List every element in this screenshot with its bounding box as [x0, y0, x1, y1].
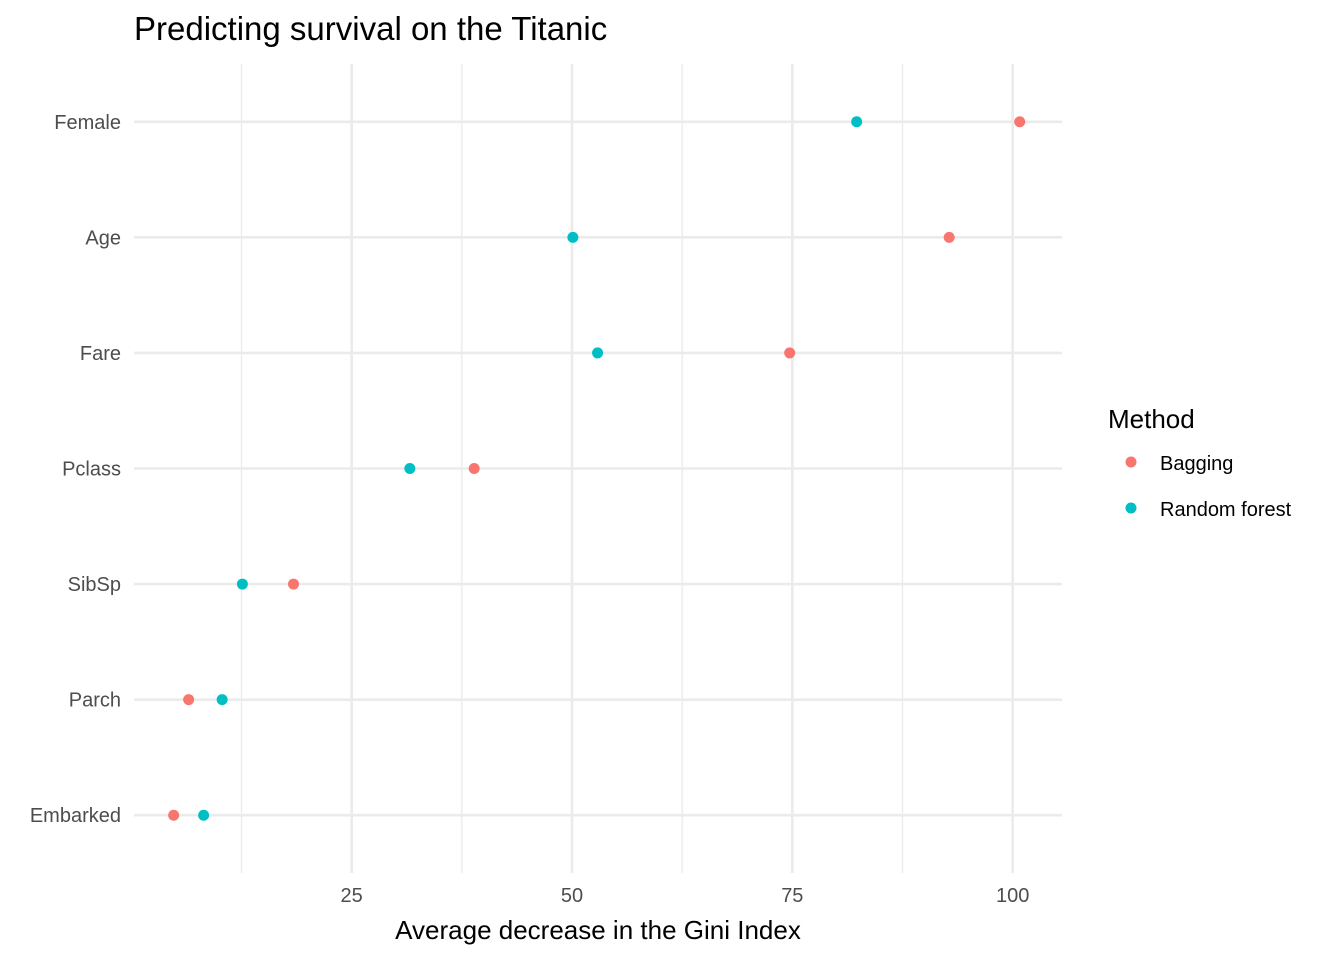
x-tick-label: 75: [781, 885, 803, 907]
legend-key-random-forest: [1125, 502, 1137, 514]
point-bagging: [784, 347, 796, 359]
y-axis-ticks: Female Age Fare Pclass SibSp Parch Embarked: [30, 112, 121, 827]
x-tick-label: 50: [561, 885, 583, 907]
y-tick-label: Age: [85, 227, 121, 249]
y-tick-label: SibSp: [68, 574, 121, 596]
x-tick-label: 25: [341, 885, 363, 907]
point-random-forest: [198, 809, 210, 821]
y-tick-label: Parch: [69, 690, 121, 712]
point-random-forest: [592, 347, 604, 359]
x-axis-title: Average decrease in the Gini Index: [395, 915, 801, 945]
legend-label-random-forest: Random forest: [1160, 499, 1292, 521]
x-axis-ticks: 25 50 75 100: [341, 885, 1030, 907]
grid: [134, 64, 1062, 873]
point-bagging: [468, 463, 480, 474]
point-bagging: [183, 694, 195, 706]
y-tick-label: Embarked: [30, 805, 121, 827]
legend-key-bagging: [1125, 456, 1137, 468]
point-random-forest: [216, 694, 228, 706]
y-tick-label: Female: [54, 112, 121, 134]
y-tick-label: Fare: [80, 343, 121, 365]
legend: Method Bagging Random forest: [1108, 404, 1292, 521]
x-tick-label: 100: [996, 885, 1029, 907]
data-points: [168, 116, 1026, 821]
legend-title: Method: [1108, 404, 1195, 434]
legend-label-bagging: Bagging: [1160, 453, 1233, 475]
point-bagging: [1014, 116, 1026, 128]
point-random-forest: [851, 116, 863, 128]
point-random-forest: [567, 231, 579, 243]
point-bagging: [943, 231, 955, 243]
point-bagging: [288, 578, 300, 590]
point-random-forest: [236, 578, 248, 590]
chart-title: Predicting survival on the Titanic: [134, 10, 607, 47]
y-tick-label: Pclass: [62, 459, 121, 481]
point-bagging: [168, 809, 180, 821]
point-random-forest: [404, 463, 416, 474]
